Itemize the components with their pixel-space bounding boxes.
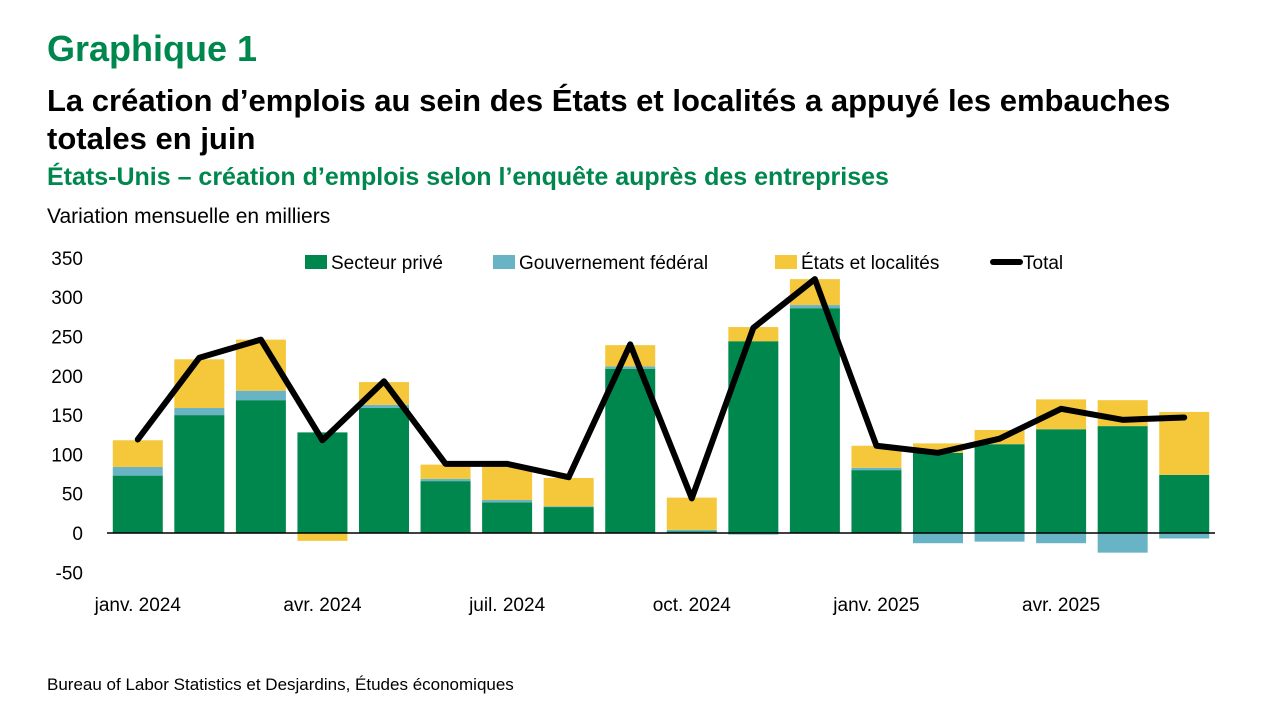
y-tick-label: -50 — [56, 563, 83, 584]
y-tick-label: 300 — [51, 288, 83, 309]
chart-subtitle: États-Unis – création d’emplois selon l’… — [47, 163, 889, 191]
bar-états-et-localités — [666, 497, 717, 530]
y-tick-label: 200 — [51, 367, 83, 388]
source-note: Bureau of Labor Statistics et Desjardins… — [47, 675, 514, 694]
y-tick-label: 150 — [51, 406, 83, 427]
bar-gouvernement-fédéral — [543, 506, 594, 508]
legend-swatch — [775, 255, 797, 269]
bar-secteur-privé — [174, 415, 225, 533]
legend-label: Secteur privé — [331, 253, 443, 274]
bar-états-et-localités — [605, 345, 656, 367]
total-line — [134, 276, 1188, 502]
bar-gouvernement-fédéral — [851, 467, 902, 471]
bar-états-et-localités — [420, 464, 471, 479]
bar-gouvernement-fédéral — [666, 529, 717, 532]
figure-label: Graphique 1 — [47, 28, 258, 69]
bar-états-et-localités — [851, 445, 902, 468]
bar-secteur-privé — [1097, 426, 1148, 533]
bar-états-et-localités — [112, 440, 163, 467]
bar-gouvernement-fédéral — [605, 366, 656, 369]
bar-états-et-localités — [1159, 411, 1210, 475]
bar-secteur-privé — [789, 308, 840, 533]
bar-secteur-privé — [913, 452, 963, 533]
bar-gouvernement-fédéral — [174, 408, 225, 416]
bar-secteur-privé — [420, 481, 471, 533]
bar-gouvernement-fédéral — [789, 305, 840, 309]
legend-label: Gouvernement fédéral — [519, 253, 708, 274]
chart-title: La création d’emplois au sein des États … — [47, 83, 1171, 156]
bar-secteur-privé — [543, 507, 594, 533]
bar-secteur-privé — [666, 531, 717, 533]
x-tick-label: avr. 2025 — [1022, 595, 1100, 616]
y-tick-label: 0 — [72, 524, 83, 545]
bar-gouvernement-fédéral — [1036, 533, 1087, 544]
x-tick-label: juil. 2024 — [468, 595, 545, 616]
bar-gouvernement-fédéral — [359, 404, 409, 409]
bar-gouvernement-fédéral — [482, 499, 533, 503]
y-tick-label: 250 — [51, 328, 83, 349]
y-tick-label: 350 — [51, 249, 83, 270]
bar-secteur-privé — [482, 502, 533, 533]
bar-gouvernement-fédéral — [974, 533, 1025, 542]
bar-gouvernement-fédéral — [1097, 533, 1148, 553]
bar-secteur-privé — [359, 408, 409, 533]
bar-gouvernement-fédéral — [1159, 533, 1210, 539]
y-tick-label: 50 — [62, 485, 83, 506]
bar-gouvernement-fédéral — [913, 533, 963, 544]
bar-gouvernement-fédéral — [112, 466, 163, 476]
bar-états-et-localités — [913, 443, 963, 453]
bar-gouvernement-fédéral — [728, 533, 779, 535]
bar-états-et-localités — [297, 533, 348, 541]
x-tick-label: oct. 2024 — [653, 595, 732, 616]
legend-swatch — [493, 255, 515, 269]
y-tick-label: 100 — [51, 445, 83, 466]
bar-gouvernement-fédéral — [235, 390, 286, 401]
bar-secteur-privé — [112, 475, 163, 533]
y-axis-unit-label: Variation mensuelle en milliers — [47, 205, 331, 228]
bar-secteur-privé — [297, 432, 348, 533]
bar-secteur-privé — [235, 400, 286, 533]
bar-états-et-localités — [543, 477, 594, 507]
x-tick-label: avr. 2024 — [283, 595, 362, 616]
x-tick-label: janv. 2024 — [94, 595, 182, 616]
legend-label: États et localités — [801, 253, 939, 274]
bar-états-et-localités — [482, 466, 533, 500]
legend-swatch — [305, 255, 327, 269]
bar-gouvernement-fédéral — [420, 478, 471, 482]
x-tick-label: janv. 2025 — [832, 595, 919, 616]
bar-secteur-privé — [605, 368, 656, 533]
bar-secteur-privé — [1036, 429, 1087, 533]
bar-secteur-privé — [851, 470, 902, 533]
bar-secteur-privé — [1159, 474, 1210, 533]
legend-label: Total — [1023, 253, 1063, 274]
bar-secteur-privé — [974, 444, 1025, 533]
